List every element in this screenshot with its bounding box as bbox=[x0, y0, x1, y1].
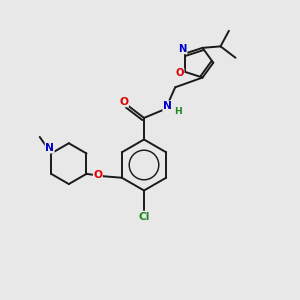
Text: H: H bbox=[174, 107, 182, 116]
Text: Cl: Cl bbox=[138, 212, 150, 222]
Text: O: O bbox=[93, 170, 102, 180]
Text: O: O bbox=[176, 68, 184, 78]
Text: N: N bbox=[45, 143, 54, 153]
Text: N: N bbox=[163, 101, 172, 111]
Text: O: O bbox=[119, 97, 128, 107]
Text: N: N bbox=[178, 44, 187, 54]
